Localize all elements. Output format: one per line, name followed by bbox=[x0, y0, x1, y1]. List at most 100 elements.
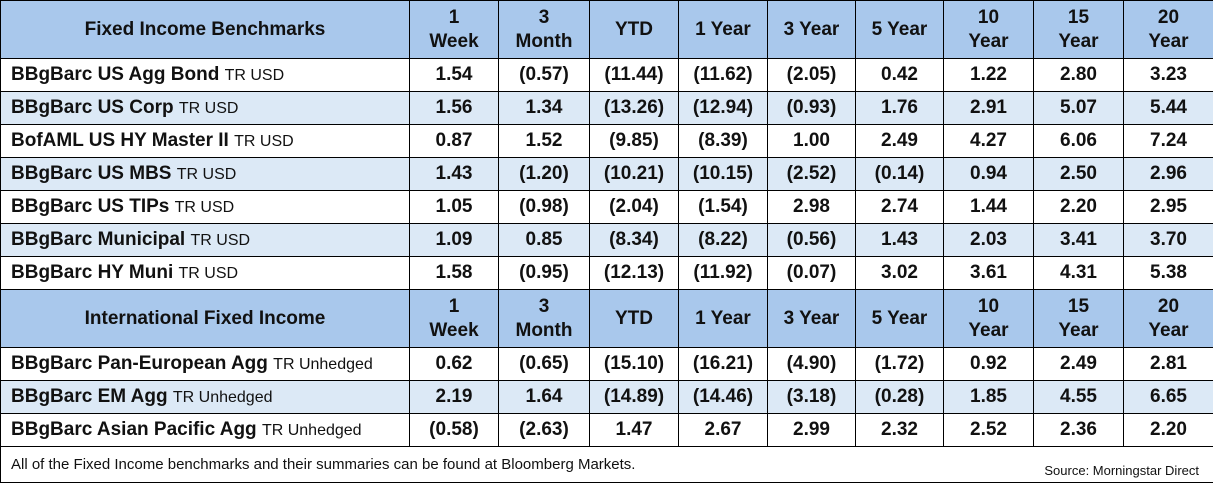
return-value-cell: (4.90) bbox=[767, 347, 856, 381]
return-value-cell: 2.19 bbox=[409, 380, 499, 414]
column-header-text: 5 Year bbox=[871, 307, 928, 329]
return-value-cell: (0.98) bbox=[498, 190, 590, 224]
table-row: BBgBarc US Corp TR USD 1.56 1.34 (13.26) (12… bbox=[0, 91, 1213, 125]
benchmark-name-cell: BBgBarc US Corp TR USD bbox=[0, 91, 410, 125]
table-row: BofAML US HY Master II TR USD 0.87 1.52 (9.… bbox=[0, 124, 1213, 158]
benchmark-name: BofAML US HY Master II bbox=[11, 130, 229, 151]
return-value-cell: (14.89) bbox=[589, 380, 679, 414]
return-value-cell: 7.24 bbox=[1123, 124, 1213, 158]
return-value-cell: 2.32 bbox=[855, 413, 944, 447]
benchmark-name: BBgBarc HY Muni bbox=[11, 262, 174, 283]
column-header-text: 3 Year bbox=[783, 307, 840, 329]
return-value-cell: 5.44 bbox=[1123, 91, 1213, 125]
return-value-cell: (2.05) bbox=[767, 58, 856, 92]
return-value-cell: 1.22 bbox=[943, 58, 1034, 92]
table-row: BBgBarc US MBS TR USD 1.43 (1.20) (10.21) (1… bbox=[0, 157, 1213, 191]
return-value-cell: 2.96 bbox=[1123, 157, 1213, 191]
return-value-cell: 2.67 bbox=[678, 413, 768, 447]
benchmark-name-cell: BBgBarc US Agg Bond TR USD bbox=[0, 58, 410, 92]
benchmark-suffix: TR Unhedged bbox=[172, 389, 273, 406]
return-value-cell: 3.61 bbox=[943, 256, 1034, 290]
column-header: 1 Year bbox=[678, 0, 768, 59]
column-header: 15 Year bbox=[1033, 289, 1124, 348]
return-value-cell: (10.21) bbox=[589, 157, 679, 191]
column-header: 1 Week bbox=[409, 289, 499, 348]
section-header-row: International Fixed Income 1 Week 3 Month YTD… bbox=[0, 289, 1213, 348]
return-value-cell: 0.62 bbox=[409, 347, 499, 381]
benchmark-name: BBgBarc Pan-European Agg bbox=[11, 353, 268, 374]
return-value-cell: (0.07) bbox=[767, 256, 856, 290]
return-value-cell: (0.93) bbox=[767, 91, 856, 125]
return-value-cell: (3.18) bbox=[767, 380, 856, 414]
return-value-cell: (0.28) bbox=[855, 380, 944, 414]
benchmark-suffix: TR USD bbox=[178, 100, 239, 117]
column-header-text: 15 bbox=[1067, 295, 1090, 317]
column-header-text: 3 bbox=[538, 295, 550, 317]
column-header-text: 5 Year bbox=[871, 18, 928, 40]
return-value-cell: 2.74 bbox=[855, 190, 944, 224]
column-header-text: Month bbox=[515, 30, 573, 52]
return-value-cell: 0.94 bbox=[943, 157, 1034, 191]
return-value-cell: (0.57) bbox=[498, 58, 590, 92]
return-value-cell: 3.23 bbox=[1123, 58, 1213, 92]
benchmark-name: BBgBarc US Agg Bond bbox=[11, 64, 220, 85]
return-value-cell: (8.22) bbox=[678, 223, 768, 257]
table-row: BBgBarc US TIPs TR USD 1.05 (0.98) (2.04) (1… bbox=[0, 190, 1213, 224]
benchmark-suffix: TR USD bbox=[224, 67, 285, 84]
return-value-cell: (12.13) bbox=[589, 256, 679, 290]
table-row: BBgBarc US Agg Bond TR USD 1.54 (0.57) (11.… bbox=[0, 58, 1213, 92]
return-value-cell: 2.49 bbox=[1033, 347, 1124, 381]
column-header: 20 Year bbox=[1123, 0, 1213, 59]
benchmark-name-cell: BBgBarc Asian Pacific Agg TR Unhedged bbox=[0, 413, 410, 447]
column-header-text: YTD bbox=[615, 307, 653, 329]
return-value-cell: 2.03 bbox=[943, 223, 1034, 257]
return-value-cell: 2.50 bbox=[1033, 157, 1124, 191]
footer-row: All of the Fixed Income benchmarks and t… bbox=[0, 446, 1213, 483]
return-value-cell: 5.07 bbox=[1033, 91, 1124, 125]
benchmark-suffix: TR USD bbox=[178, 265, 239, 282]
table-row: BBgBarc Pan-European Agg TR Unhedged 0.62… bbox=[0, 347, 1213, 381]
column-header: 15 Year bbox=[1033, 0, 1124, 59]
column-header-text: 15 bbox=[1067, 6, 1090, 28]
column-header-text: 3 Year bbox=[783, 18, 840, 40]
return-value-cell: (1.72) bbox=[855, 347, 944, 381]
benchmark-name-cell: BBgBarc HY Muni TR USD bbox=[0, 256, 410, 290]
column-header-text: Week bbox=[429, 319, 479, 341]
return-value-cell: (14.46) bbox=[678, 380, 768, 414]
column-header-text: YTD bbox=[615, 18, 653, 40]
return-value-cell: 1.54 bbox=[409, 58, 499, 92]
column-header: 5 Year bbox=[855, 0, 944, 59]
return-value-cell: 2.20 bbox=[1033, 190, 1124, 224]
table-row: BBgBarc EM Agg TR Unhedged 2.19 1.64 (14.89… bbox=[0, 380, 1213, 414]
return-value-cell: (16.21) bbox=[678, 347, 768, 381]
return-value-cell: 5.38 bbox=[1123, 256, 1213, 290]
column-header-text: 1 bbox=[448, 295, 460, 317]
return-value-cell: 4.31 bbox=[1033, 256, 1124, 290]
column-header-text: 3 bbox=[538, 6, 550, 28]
return-value-cell: (8.39) bbox=[678, 124, 768, 158]
column-header-text: Year bbox=[968, 30, 1009, 52]
benchmark-suffix: TR USD bbox=[234, 133, 294, 150]
column-header: 10 Year bbox=[943, 0, 1034, 59]
return-value-cell: 1.76 bbox=[855, 91, 944, 125]
column-header-text: 10 bbox=[977, 6, 1000, 28]
return-value-cell: (15.10) bbox=[589, 347, 679, 381]
column-header-text: Month bbox=[515, 319, 573, 341]
return-value-cell: 2.81 bbox=[1123, 347, 1213, 381]
return-value-cell: 1.56 bbox=[409, 91, 499, 125]
benchmark-name-cell: BBgBarc US MBS TR USD bbox=[0, 157, 410, 191]
column-header-text: 1 Year bbox=[695, 307, 751, 329]
column-header: 20 Year bbox=[1123, 289, 1213, 348]
column-header: 1 Year bbox=[678, 289, 768, 348]
column-header: 10 Year bbox=[943, 289, 1034, 348]
section-title: Fixed Income Benchmarks bbox=[0, 0, 410, 59]
column-header-text: 10 bbox=[977, 295, 1000, 317]
column-header: 3 Month bbox=[498, 0, 590, 59]
return-value-cell: 0.85 bbox=[498, 223, 590, 257]
return-value-cell: (11.62) bbox=[678, 58, 768, 92]
return-value-cell: 3.70 bbox=[1123, 223, 1213, 257]
return-value-cell: 6.65 bbox=[1123, 380, 1213, 414]
benchmark-name: BBgBarc Asian Pacific Agg bbox=[11, 419, 257, 440]
column-header-text: Year bbox=[1148, 319, 1189, 341]
return-value-cell: 2.98 bbox=[767, 190, 856, 224]
